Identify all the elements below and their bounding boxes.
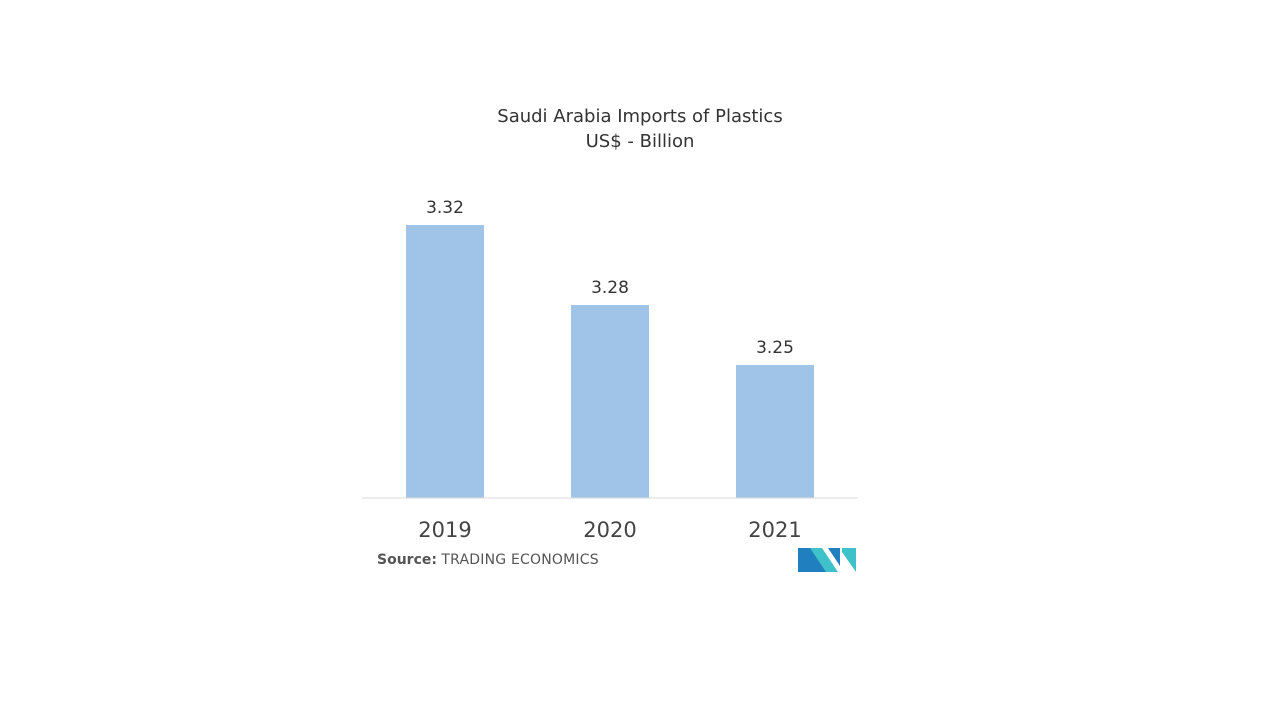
labels-layer: 3.32 2019 3.28 2020 3.25 2021 xyxy=(418,198,801,542)
bars-layer xyxy=(406,225,814,498)
data-label-2021: 3.25 xyxy=(756,338,794,358)
logo-shape-3 xyxy=(828,548,840,566)
x-tick-label-2021: 2021 xyxy=(748,518,801,542)
source-line: Source: TRADING ECONOMICS xyxy=(377,552,599,568)
chart-title: Saudi Arabia Imports of Plastics xyxy=(497,106,783,127)
logo-shape-1 xyxy=(798,548,828,572)
source-name: TRADING ECONOMICS xyxy=(441,552,599,568)
logo-shape-4 xyxy=(842,548,856,572)
bar-2021 xyxy=(736,365,814,498)
x-tick-label-2019: 2019 xyxy=(418,518,471,542)
bar-2019 xyxy=(406,225,484,498)
data-label-2020: 3.28 xyxy=(591,278,629,298)
logo-shape-2 xyxy=(810,548,838,572)
bar-2020 xyxy=(571,305,649,498)
chart-subtitle: US$ - Billion xyxy=(585,131,695,152)
mordor-logo-icon xyxy=(798,548,856,572)
source-label: Source: xyxy=(377,552,437,568)
x-tick-label-2020: 2020 xyxy=(583,518,636,542)
data-label-2019: 3.32 xyxy=(426,198,464,218)
